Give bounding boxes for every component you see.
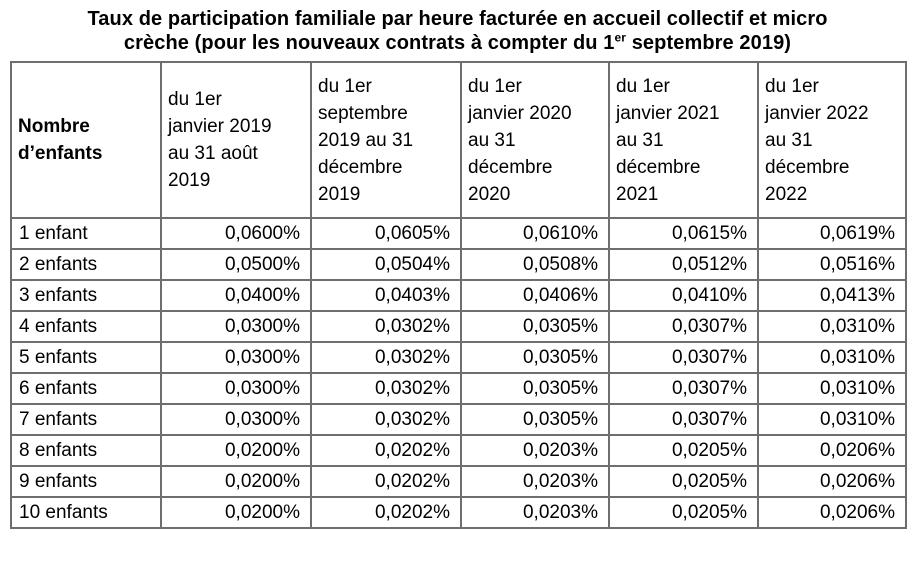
table-row: 10 enfants 0,0200% 0,0202% 0,0203% 0,0205% 0,… bbox=[10, 496, 907, 529]
rate-cell: 0,0310% bbox=[757, 310, 907, 343]
col-header-period-2019b: du 1er septembre 2019 au 31 décembre 201… bbox=[310, 61, 462, 219]
table-body: 1 enfant 0,0600% 0,0605% 0,0610% 0,0615% 0,06… bbox=[10, 217, 907, 529]
table-row: 7 enfants 0,0300% 0,0302% 0,0305% 0,0307% 0,0… bbox=[10, 403, 907, 436]
rate-cell: 0,0305% bbox=[460, 372, 610, 405]
rate-cell: 0,0406% bbox=[460, 279, 610, 312]
rate-cell: 0,0203% bbox=[460, 434, 610, 467]
table-row: 6 enfants 0,0300% 0,0302% 0,0305% 0,0307% 0,0… bbox=[10, 372, 907, 405]
rate-cell: 0,0516% bbox=[757, 248, 907, 281]
row-label-cell: 5 enfants bbox=[10, 341, 162, 374]
rate-cell: 0,0307% bbox=[608, 372, 759, 405]
rate-cell: 0,0310% bbox=[757, 403, 907, 436]
table-row: 8 enfants 0,0200% 0,0202% 0,0203% 0,0205% 0,0… bbox=[10, 434, 907, 467]
row-label-cell: 1 enfant bbox=[10, 217, 162, 250]
table-row: 9 enfants 0,0200% 0,0202% 0,0203% 0,0205% 0,0… bbox=[10, 465, 907, 498]
row-label-cell: 3 enfants bbox=[10, 279, 162, 312]
rate-cell: 0,0512% bbox=[608, 248, 759, 281]
rate-cell: 0,0500% bbox=[160, 248, 312, 281]
rate-cell: 0,0307% bbox=[608, 341, 759, 374]
rate-cell: 0,0302% bbox=[310, 341, 462, 374]
rate-cell: 0,0302% bbox=[310, 372, 462, 405]
rate-cell: 0,0302% bbox=[310, 403, 462, 436]
rate-cell: 0,0504% bbox=[310, 248, 462, 281]
rate-cell: 0,0206% bbox=[757, 434, 907, 467]
rate-cell: 0,0302% bbox=[310, 310, 462, 343]
row-label-cell: 8 enfants bbox=[10, 434, 162, 467]
col-header-period-2021: du 1er janvier 2021 au 31 décembre 2021 bbox=[608, 61, 759, 219]
col-header-period-2019a: du 1er janvier 2019 au 31 août 2019 bbox=[160, 61, 312, 219]
participation-rates-table: Nombre d’enfants du 1er janvier 2019 au … bbox=[10, 61, 907, 529]
header-row: Nombre d’enfants du 1er janvier 2019 au … bbox=[10, 61, 907, 219]
table-row: 5 enfants 0,0300% 0,0302% 0,0305% 0,0307% 0,0… bbox=[10, 341, 907, 374]
rate-cell: 0,0205% bbox=[608, 496, 759, 529]
rate-cell: 0,0200% bbox=[160, 434, 312, 467]
rate-cell: 0,0300% bbox=[160, 372, 312, 405]
table-row: 1 enfant 0,0600% 0,0605% 0,0610% 0,0615% 0,06… bbox=[10, 217, 907, 250]
rate-cell: 0,0202% bbox=[310, 465, 462, 498]
rate-cell: 0,0605% bbox=[310, 217, 462, 250]
row-label-cell: 7 enfants bbox=[10, 403, 162, 436]
rate-cell: 0,0413% bbox=[757, 279, 907, 312]
table-row: 4 enfants 0,0300% 0,0302% 0,0305% 0,0307% 0,0… bbox=[10, 310, 907, 343]
row-label-cell: 9 enfants bbox=[10, 465, 162, 498]
col-header-nombre-enfants: Nombre d’enfants bbox=[10, 61, 162, 219]
rate-cell: 0,0202% bbox=[310, 496, 462, 529]
row-label-cell: 4 enfants bbox=[10, 310, 162, 343]
rate-cell: 0,0305% bbox=[460, 310, 610, 343]
rate-cell: 0,0403% bbox=[310, 279, 462, 312]
title-line1: Taux de participation familiale par heur… bbox=[87, 8, 828, 30]
title-line2-text: crèche (pour les nouveaux contrats à com… bbox=[123, 32, 615, 54]
rate-cell: 0,0203% bbox=[460, 465, 610, 498]
table-row: 3 enfants 0,0400% 0,0403% 0,0406% 0,0410% 0,0… bbox=[10, 279, 907, 312]
rate-cell: 0,0619% bbox=[757, 217, 907, 250]
rate-cell: 0,0310% bbox=[757, 372, 907, 405]
rate-cell: 0,0300% bbox=[160, 310, 312, 343]
rate-cell: 0,0305% bbox=[460, 341, 610, 374]
rate-cell: 0,0400% bbox=[160, 279, 312, 312]
rate-cell: 0,0206% bbox=[757, 465, 907, 498]
rate-cell: 0,0310% bbox=[757, 341, 907, 374]
rate-cell: 0,0410% bbox=[608, 279, 759, 312]
rate-cell: 0,0508% bbox=[460, 248, 610, 281]
row-label-cell: 2 enfants bbox=[10, 248, 162, 281]
row-label-cell: 6 enfants bbox=[10, 372, 162, 405]
rate-cell: 0,0305% bbox=[460, 403, 610, 436]
row-label-cell: 10 enfants bbox=[10, 496, 162, 529]
rate-cell: 0,0200% bbox=[160, 465, 312, 498]
rate-cell: 0,0610% bbox=[460, 217, 610, 250]
rate-cell: 0,0206% bbox=[757, 496, 907, 529]
title-superscript-er: er bbox=[614, 30, 627, 45]
rate-cell: 0,0205% bbox=[608, 434, 759, 467]
rate-cell: 0,0202% bbox=[310, 434, 462, 467]
table-title: Taux de participation familiale par heur… bbox=[0, 7, 915, 55]
rate-cell: 0,0300% bbox=[160, 403, 312, 436]
rate-cell: 0,0203% bbox=[460, 496, 610, 529]
col-header-period-2022: du 1er janvier 2022 au 31 décembre 2022 bbox=[757, 61, 907, 219]
table-row: 2 enfants 0,0500% 0,0504% 0,0508% 0,0512% 0,0… bbox=[10, 248, 907, 281]
rate-cell: 0,0205% bbox=[608, 465, 759, 498]
col-header-period-2020: du 1er janvier 2020 au 31 décembre 2020 bbox=[460, 61, 610, 219]
rate-cell: 0,0200% bbox=[160, 496, 312, 529]
rate-cell: 0,0615% bbox=[608, 217, 759, 250]
rate-cell: 0,0300% bbox=[160, 341, 312, 374]
rate-cell: 0,0600% bbox=[160, 217, 312, 250]
title-line2-tail: septembre 2019) bbox=[626, 32, 792, 54]
rate-cell: 0,0307% bbox=[608, 310, 759, 343]
title-line2: crèche (pour les nouveaux contrats à com… bbox=[123, 30, 792, 54]
rate-cell: 0,0307% bbox=[608, 403, 759, 436]
